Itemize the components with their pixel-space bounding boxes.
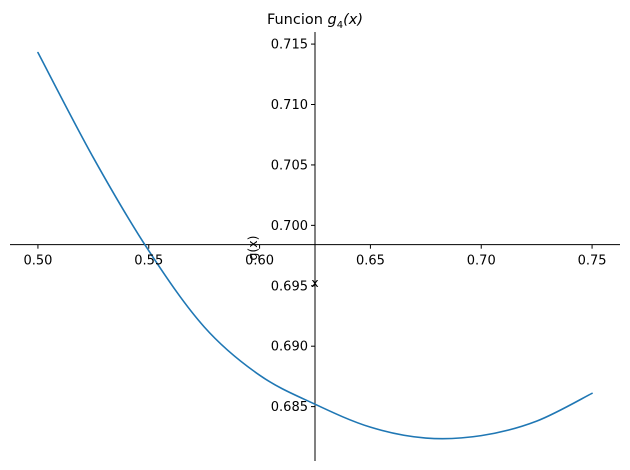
ticks: 0.50 0.55 0.60 0.65 0.70 0.75 0.685 0.690 0.695 0… xyxy=(23,38,606,416)
series-line xyxy=(37,51,593,440)
x-tick-label: 0.50 xyxy=(23,254,52,269)
y-tick-label: 0.715 xyxy=(271,38,308,53)
y-tick-label: 0.710 xyxy=(271,98,308,113)
y-tick-label: 0.705 xyxy=(271,158,308,173)
x-tick-label: 0.70 xyxy=(467,254,496,269)
y-tick-label: 0.685 xyxy=(271,400,308,415)
chart-title-prefix: Funcion xyxy=(267,12,328,28)
x-tick-label: 0.60 xyxy=(245,254,274,269)
series-layer xyxy=(37,51,593,440)
x-tick-label: 0.55 xyxy=(134,254,163,269)
chart-title: Funcion g4(x) xyxy=(267,12,363,31)
x-tick-label: 0.65 xyxy=(356,254,385,269)
y-axis-label: g(x) xyxy=(245,235,260,260)
y-tick-label: 0.700 xyxy=(271,219,308,234)
chart-title-func: g xyxy=(328,12,337,28)
x-axis-label: x xyxy=(311,275,318,290)
x-tick-label: 0.75 xyxy=(578,254,607,269)
y-tick-label: 0.690 xyxy=(271,340,308,355)
chart-title-arg: (x) xyxy=(343,12,363,28)
y-tick-label: 0.695 xyxy=(271,279,308,294)
chart-title-subscript: 4 xyxy=(337,20,343,31)
axes xyxy=(10,32,620,461)
